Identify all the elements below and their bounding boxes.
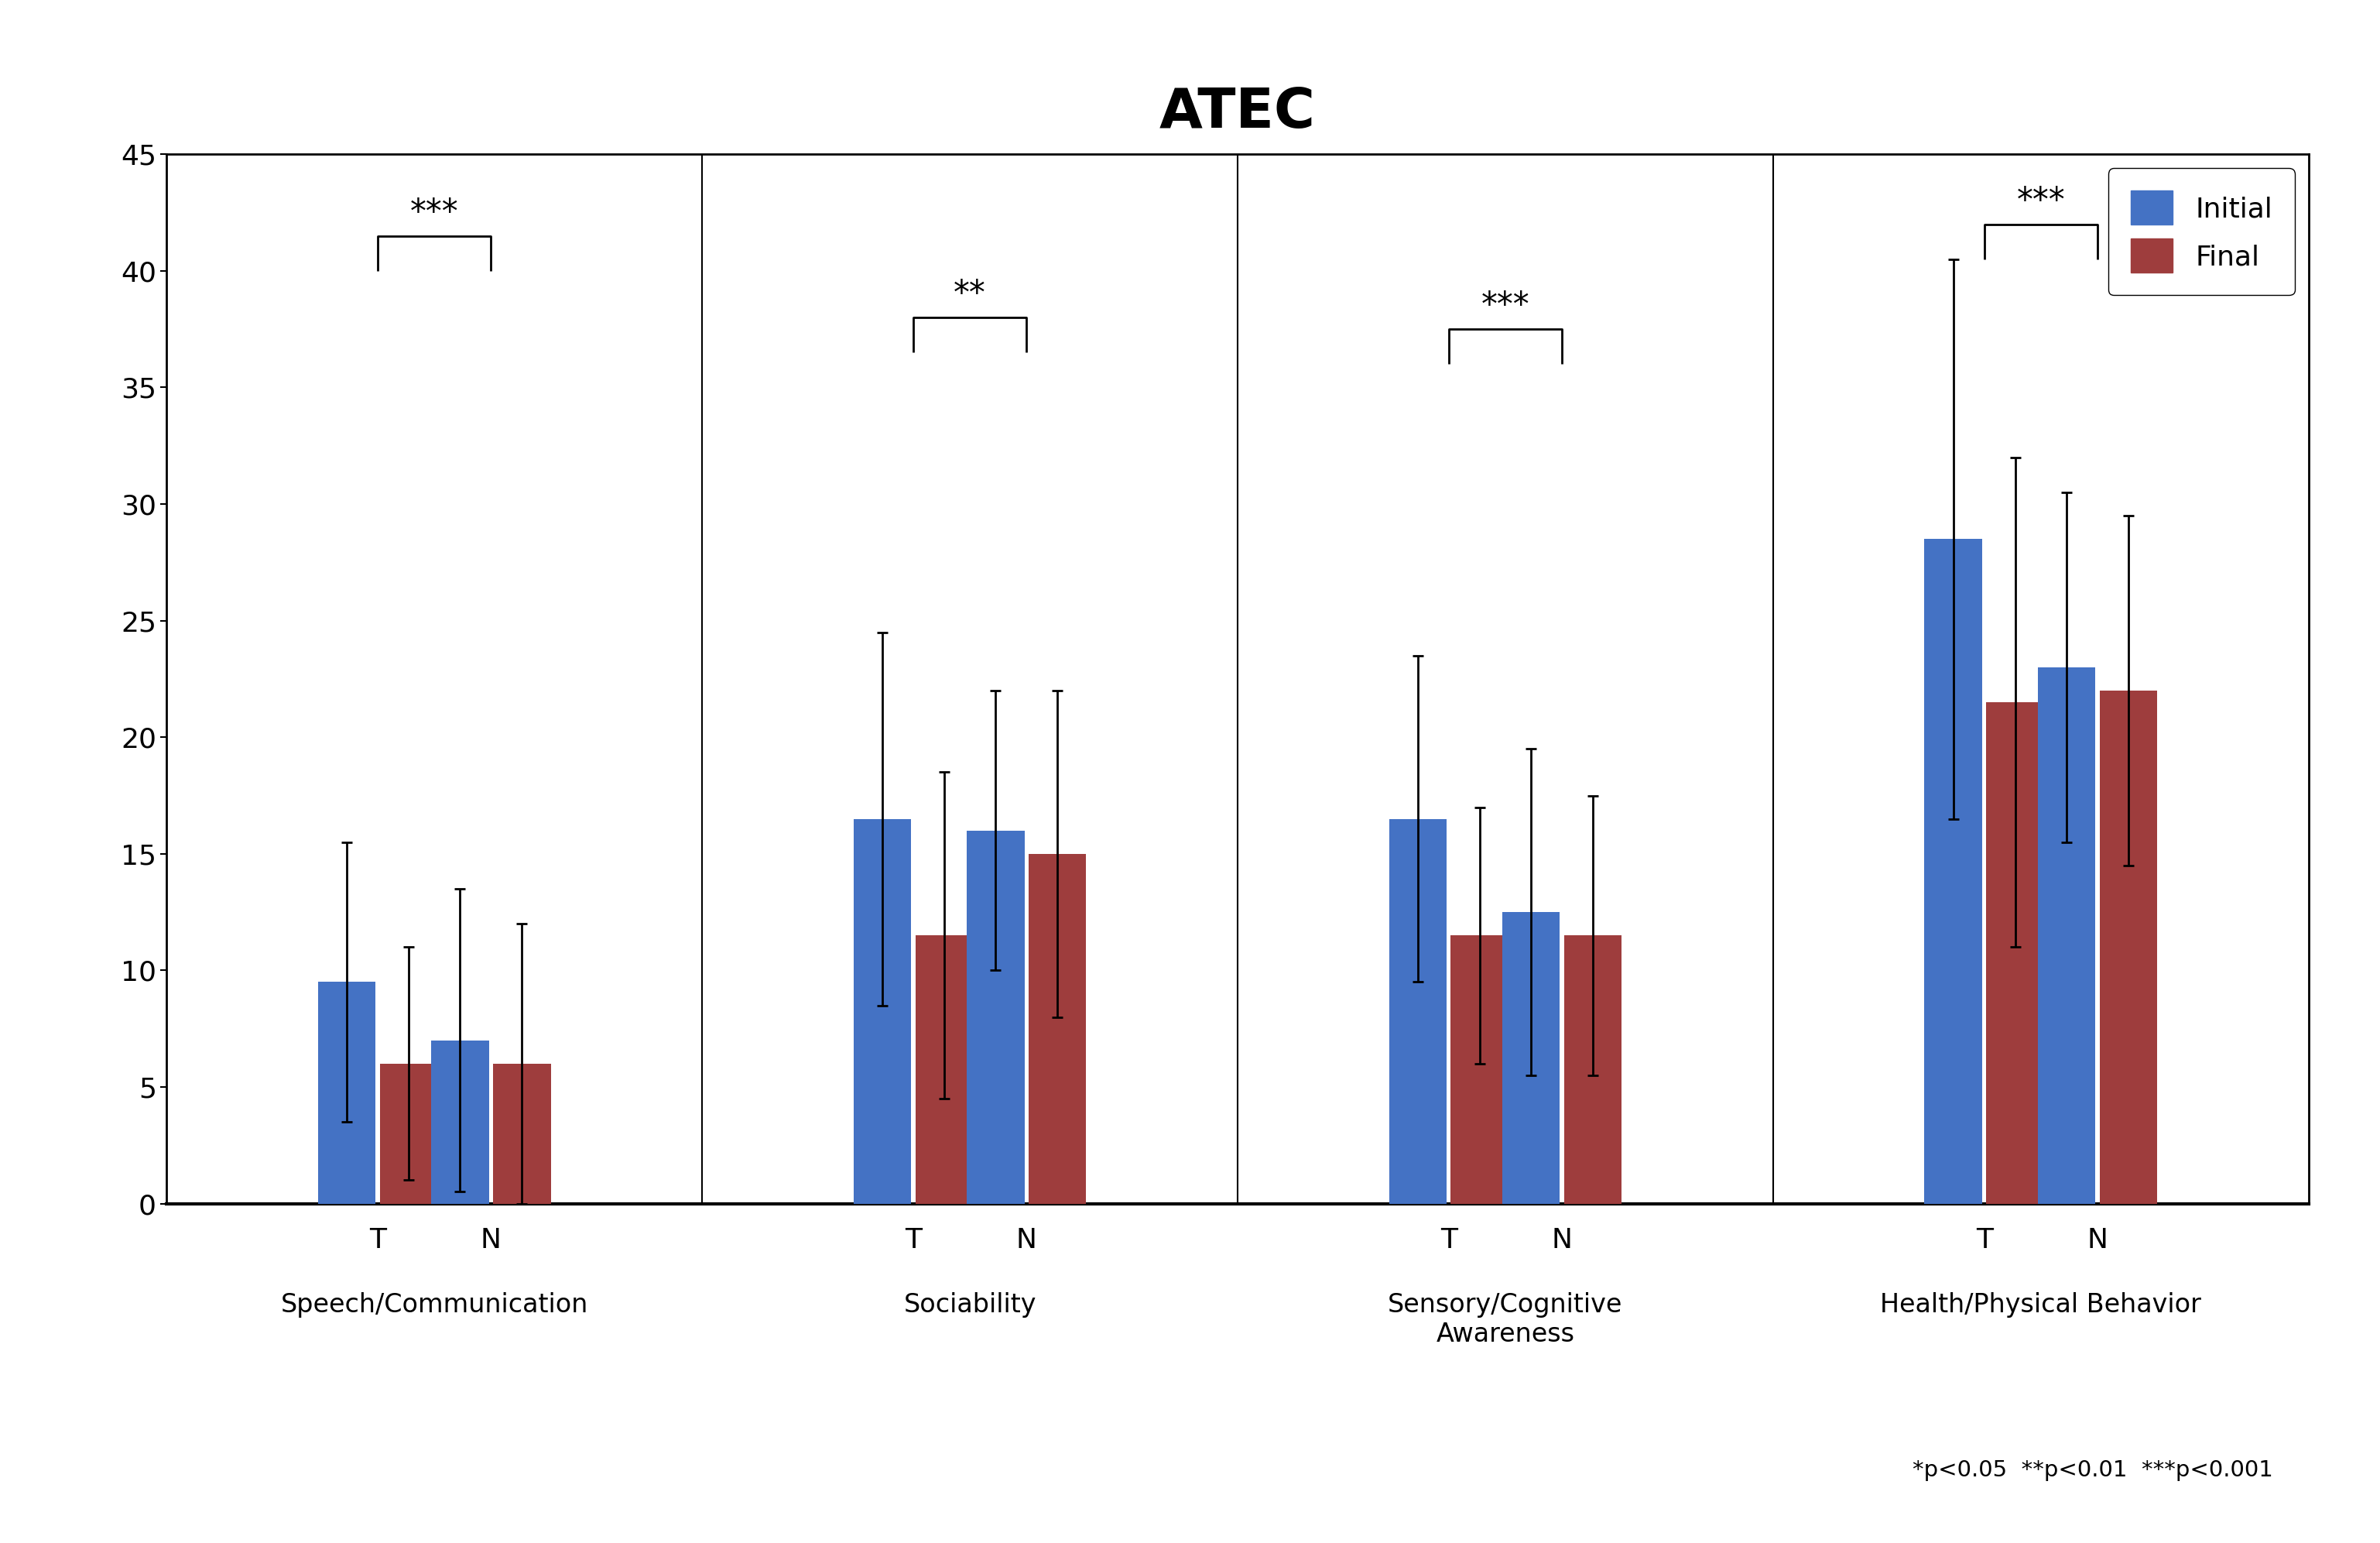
Text: ***: *** [1480,290,1530,322]
Text: **: ** [954,278,985,310]
Text: T: T [904,1227,921,1253]
Text: N: N [1552,1227,1573,1253]
Bar [854,819,912,1204]
Bar [381,1063,438,1204]
Text: *p<0.05  **p<0.01  ***p<0.001: *p<0.05 **p<0.01 ***p<0.001 [1911,1460,2273,1481]
Legend: Initial, Final: Initial, Final [2109,168,2294,295]
Bar [2037,667,2094,1204]
Bar [1925,539,1983,1204]
Bar [916,935,973,1204]
Text: T: T [369,1227,386,1253]
Text: N: N [481,1227,502,1253]
Bar [1452,935,1509,1204]
Text: T: T [1975,1227,1992,1253]
Title: ATEC: ATEC [1159,85,1316,139]
Bar [431,1040,488,1204]
Bar [1987,702,2044,1204]
Text: T: T [1440,1227,1457,1253]
Text: Health/Physical Behavior: Health/Physical Behavior [1880,1291,2202,1318]
Bar [1502,912,1559,1204]
Text: ***: *** [2016,185,2066,218]
Bar [493,1063,550,1204]
Text: Sociability: Sociability [904,1291,1035,1318]
Text: N: N [1016,1227,1038,1253]
Bar [319,981,376,1204]
Text: N: N [2087,1227,2109,1253]
Text: Speech/Communication: Speech/Communication [281,1291,588,1318]
Bar [1564,935,1621,1204]
Bar [2099,691,2156,1204]
Bar [1390,819,1447,1204]
Bar [1028,853,1085,1204]
Text: ***: *** [409,196,459,228]
Bar [966,830,1023,1204]
Text: Sensory/Cognitive
Awareness: Sensory/Cognitive Awareness [1388,1291,1623,1347]
